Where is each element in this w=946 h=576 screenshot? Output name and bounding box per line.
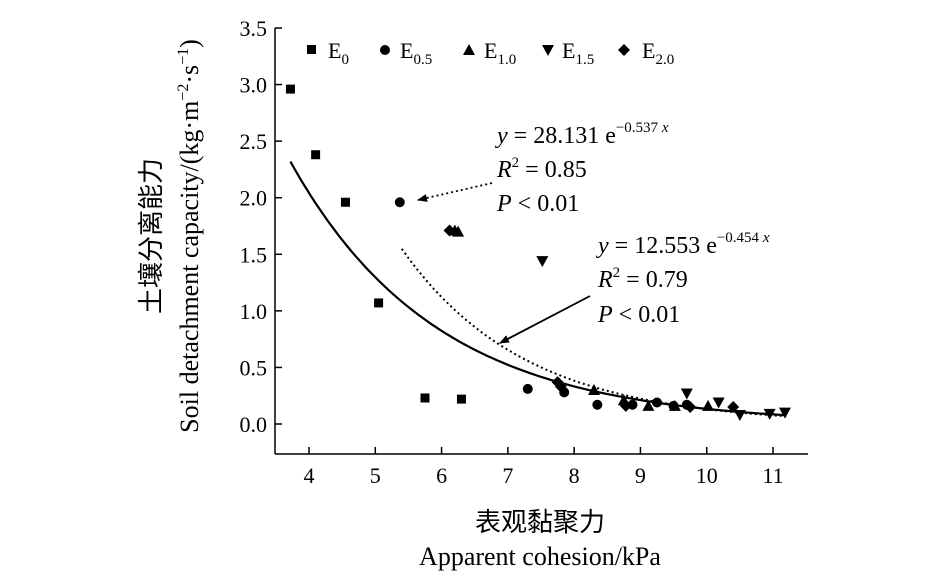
arrow-dotted — [417, 182, 493, 202]
point-E0 — [420, 393, 430, 403]
equation-solid: y = 12.553 e−0.454 x — [596, 230, 770, 259]
p-solid: P < 0.01 — [597, 302, 680, 328]
point-E10 — [452, 225, 465, 237]
point-E15 — [763, 408, 776, 420]
x-tick-label: 8 — [569, 463, 580, 488]
y-tick-label: 3.5 — [240, 16, 268, 41]
y-tick-label: 1.5 — [240, 242, 268, 267]
point-E15 — [778, 407, 791, 419]
point-E20 — [554, 380, 567, 393]
y-axis-title-cn: 土壤分离能力 — [137, 158, 166, 314]
legend-marker-e0 — [307, 45, 316, 54]
y-tick-label: 2.5 — [240, 129, 268, 154]
y-ticks: 0.0 0.5 1.0 1.5 2.0 2.5 3.0 3.5 — [240, 16, 282, 437]
equation-dotted: y = 28.131 e−0.537 x — [495, 120, 669, 149]
y-tick-label: 0.5 — [240, 355, 268, 380]
y-tick-label: 3.0 — [240, 73, 268, 98]
point-E0 — [285, 84, 295, 94]
r2-solid: R2 = 0.79 — [597, 265, 688, 293]
legend-label-e15: E1.5 — [562, 38, 594, 68]
x-axis-title-cn: 表观黏聚力 — [475, 508, 605, 537]
legend: E0 E0.5 E1.0 E1.5 E2.0 — [307, 38, 674, 68]
point-E0 — [340, 197, 350, 207]
point-E0 — [311, 150, 321, 160]
p-dotted: P < 0.01 — [496, 191, 579, 217]
legend-label-e20: E2.0 — [642, 38, 674, 68]
point-E15 — [536, 256, 549, 268]
point-E20 — [619, 399, 632, 412]
x-tick-label: 9 — [635, 463, 646, 488]
legend-marker-e15 — [542, 45, 554, 56]
legend-label-e05: E0.5 — [400, 38, 432, 68]
legend-label-e0: E0 — [328, 38, 349, 68]
point-E05 — [394, 197, 405, 208]
x-tick-label: 4 — [304, 463, 315, 488]
legend-marker-e20 — [618, 44, 630, 56]
x-tick-label: 6 — [436, 463, 447, 488]
annotation-solid-fit: y = 12.553 e−0.454 x R2 = 0.79 P < 0.01 — [499, 230, 770, 344]
y-tick-label: 1.0 — [240, 299, 268, 324]
y-tick-label: 2.0 — [240, 186, 268, 211]
x-tick-label: 11 — [762, 463, 783, 488]
point-E05 — [522, 383, 533, 394]
point-E05 — [592, 399, 603, 410]
point-E10 — [702, 399, 715, 411]
r2-dotted: R2 = 0.85 — [496, 155, 587, 183]
annotation-dotted-fit: y = 28.131 e−0.537 x R2 = 0.85 P < 0.01 — [417, 120, 669, 217]
point-E10 — [642, 399, 655, 411]
point-E20 — [443, 224, 456, 237]
legend-marker-e10 — [463, 44, 475, 55]
x-ticks: 4 5 6 7 8 9 10 11 — [304, 447, 784, 488]
point-E15 — [680, 388, 693, 400]
point-E15 — [733, 409, 746, 421]
point-E20 — [727, 401, 740, 414]
legend-label-e10: E1.0 — [484, 38, 516, 68]
arrow-solid — [499, 295, 591, 344]
legend-marker-e05 — [380, 45, 390, 55]
point-E15 — [712, 397, 725, 409]
point-E0 — [374, 298, 384, 308]
point-E20 — [684, 401, 697, 414]
point-E10 — [668, 399, 681, 411]
x-tick-label: 7 — [502, 463, 513, 488]
y-axis-title-en: Soil detachment capacity/(kg·m−2·s−1) — [175, 39, 204, 433]
point-E0 — [456, 394, 466, 404]
x-tick-label: 10 — [696, 463, 718, 488]
point-E05 — [652, 397, 662, 408]
point-E10 — [588, 384, 601, 396]
x-tick-label: 5 — [370, 463, 381, 488]
y-tick-label: 0.0 — [240, 412, 268, 437]
x-axis-title-en: Apparent cohesion/kPa — [419, 542, 661, 571]
data-points — [285, 84, 791, 421]
